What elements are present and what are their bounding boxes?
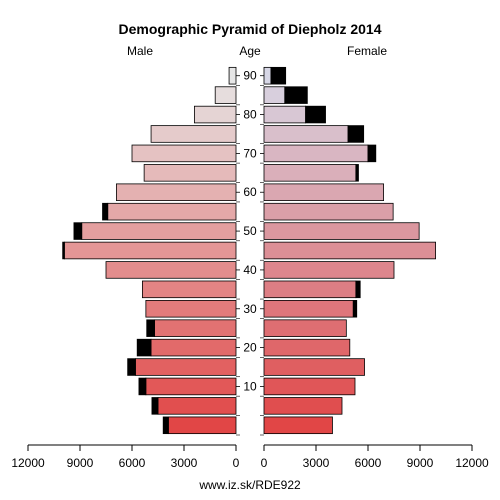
male-x-tick-label: 6000 — [119, 456, 146, 470]
female-bar — [263, 241, 437, 260]
female-bar — [263, 125, 349, 143]
female-bar — [263, 377, 356, 396]
male-bar — [64, 241, 237, 260]
female-surplus-bar — [355, 164, 359, 182]
female-bar — [263, 183, 384, 201]
male-bar — [116, 183, 237, 201]
female-bar — [263, 144, 369, 163]
male-surplus-bar — [73, 222, 83, 240]
male-bar — [193, 105, 237, 124]
chart-title: Demographic Pyramid of Diepholz 2014 — [119, 21, 382, 37]
male-bar — [131, 144, 237, 163]
male-surplus-bar — [138, 377, 147, 396]
female-x-tick-label: 9000 — [407, 456, 434, 470]
age-tick-label: 20 — [243, 341, 257, 355]
footer-url: www.iz.sk/RDE922 — [198, 478, 301, 492]
female-bar — [263, 202, 394, 221]
male-bar — [105, 261, 237, 279]
male-surplus-bar — [62, 241, 65, 260]
female-bar — [263, 358, 365, 376]
male-x-tick-label: 9000 — [67, 456, 94, 470]
male-bar — [150, 338, 237, 357]
male-bar — [157, 397, 237, 415]
male-bar — [154, 319, 237, 337]
male-surplus-bar — [162, 416, 169, 435]
male-x-tick-label: 12000 — [11, 456, 45, 470]
male-bar — [145, 377, 237, 396]
female-bar — [263, 86, 286, 104]
male-bar — [214, 86, 237, 104]
female-x-tick-label: 6000 — [355, 456, 382, 470]
age-tick-label: 30 — [243, 302, 257, 316]
male-x-tick-label: 3000 — [171, 456, 198, 470]
male-bar — [145, 300, 237, 318]
male-surplus-bar — [146, 319, 155, 337]
female-bar — [263, 338, 351, 357]
female-bar — [263, 300, 354, 318]
female-x-tick-label: 12000 — [455, 456, 489, 470]
male-label: Male — [127, 44, 153, 58]
female-surplus-bar — [367, 144, 377, 163]
age-tick-label: 70 — [243, 146, 257, 160]
female-surplus-bar — [355, 280, 361, 299]
male-x-tick-label: 0 — [233, 456, 240, 470]
male-bar — [107, 202, 237, 221]
female-label: Female — [347, 44, 387, 58]
male-bar — [228, 66, 237, 85]
male-surplus-bar — [127, 358, 136, 376]
female-bar — [263, 319, 347, 337]
age-tick-label: 10 — [243, 379, 257, 393]
female-bar — [263, 105, 306, 124]
age-tick-label: 80 — [243, 108, 257, 122]
age-tick-label: 90 — [243, 69, 257, 83]
age-label: Age — [239, 44, 261, 58]
female-bar — [263, 280, 357, 299]
female-surplus-bar — [284, 86, 308, 104]
female-bar — [263, 416, 333, 435]
male-bar — [135, 358, 237, 376]
age-tick-label: 40 — [243, 263, 257, 277]
age-tick-label: 60 — [243, 185, 257, 199]
male-bar — [150, 125, 237, 143]
female-bar — [263, 164, 357, 182]
female-surplus-bar — [270, 66, 287, 85]
female-x-tick-label: 0 — [261, 456, 268, 470]
male-bar — [167, 416, 237, 435]
female-surplus-bar — [352, 300, 358, 318]
female-bar — [263, 222, 420, 240]
male-surplus-bar — [136, 338, 152, 357]
female-surplus-bar — [305, 105, 326, 124]
female-bar — [263, 66, 272, 85]
female-surplus-bar — [347, 125, 365, 143]
male-bar — [141, 280, 237, 299]
female-x-tick-label: 3000 — [303, 456, 330, 470]
female-bar — [263, 397, 343, 415]
male-surplus-bar — [102, 202, 109, 221]
male-bar — [81, 222, 237, 240]
male-surplus-bar — [151, 397, 159, 415]
age-tick-label: 50 — [243, 224, 257, 238]
male-bar — [143, 164, 237, 182]
female-bar — [263, 261, 395, 279]
